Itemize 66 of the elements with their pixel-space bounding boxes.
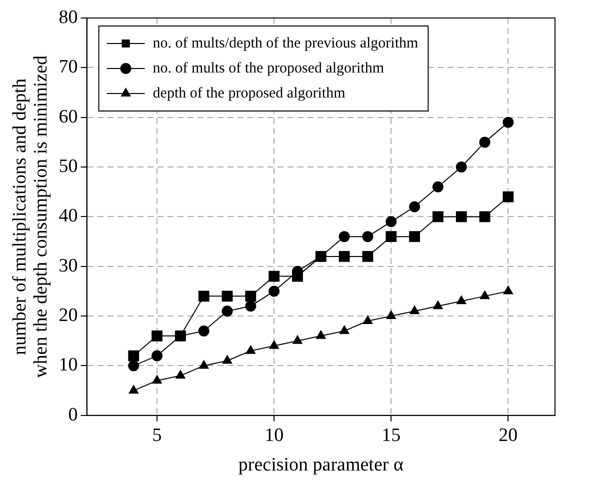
x-tick-label: 15 [382,424,401,446]
point [362,231,374,242]
point [292,335,302,344]
point [199,360,209,369]
point [502,116,514,128]
point [479,136,490,148]
point [174,330,186,342]
point [432,211,444,222]
legend-label: depth of the proposed algorithm [152,85,346,102]
y-tick-label: 50 [58,156,78,178]
point [268,270,280,282]
point [222,306,233,317]
point [245,290,256,302]
point [246,345,256,354]
point [222,290,233,302]
point [338,231,350,242]
point [409,201,420,212]
point [456,296,466,304]
point [269,340,279,349]
point [338,250,350,262]
y-tick-label: 70 [58,56,78,78]
x-tick-label: 10 [264,424,284,446]
point [502,191,514,202]
point [198,290,210,302]
y-tick-label: 80 [58,6,78,28]
point [315,250,326,262]
point [410,306,420,314]
point [456,211,467,222]
y-tick-label: 20 [58,305,78,326]
y-axis-title: number of multiplications and depth when the depth consumption is minimized [9,54,52,378]
point [152,350,163,362]
point [245,300,256,312]
point [432,181,444,192]
point [128,350,140,362]
y-tick-label: 60 [58,106,78,128]
point [362,250,374,262]
y-tick-label: 0 [68,404,78,426]
y-tick-label: 40 [58,206,78,227]
point [152,330,162,342]
point [268,286,280,297]
point [339,325,350,334]
y-tick-label: 10 [58,354,78,376]
point [128,360,140,372]
x-tick-label: 5 [152,424,162,446]
point [152,375,162,384]
y-tick-label: 30 [58,255,78,276]
point [386,231,397,242]
point [409,231,420,242]
point [503,286,514,294]
point [386,216,397,228]
point [433,300,443,310]
point [222,355,232,364]
point [386,310,396,320]
legend-label: no. of mults of the proposed algorithm [152,60,384,76]
point [456,162,467,173]
point [292,270,303,282]
point [362,316,373,324]
point [480,290,490,300]
x-tick-label: 20 [498,424,518,446]
x-axis-title: precision parameter α [238,454,404,476]
point [316,330,326,339]
point [128,385,138,394]
legend-label: no. of mults/depth of the previous algorithm [152,35,419,52]
point [479,211,490,222]
point [198,325,210,336]
point [176,370,186,379]
